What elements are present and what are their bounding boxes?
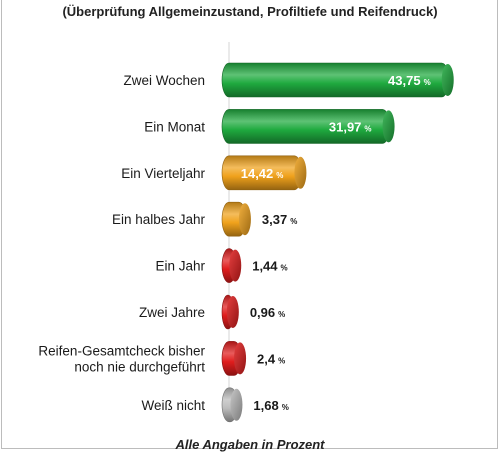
category-label: Ein Jahr [155, 259, 205, 274]
value-label: 1,68% [253, 398, 288, 413]
category-label: Ein halbes Jahr [112, 212, 206, 227]
category-label: Zwei Wochen [123, 73, 205, 88]
value-label: 43,75% [388, 73, 431, 88]
bar-cap [234, 342, 247, 375]
category-label: Zwei Jahre [139, 305, 205, 320]
value-label: 3,37% [262, 212, 297, 227]
value-label: 0,96% [250, 305, 285, 320]
chart-footnote: Alle Angaben in Prozent [175, 437, 325, 452]
value-label: 1,44% [252, 259, 287, 274]
value-label: 14,42% [241, 166, 284, 181]
bar-cap [230, 388, 243, 421]
value-label: 2,4% [257, 351, 285, 366]
category-label: Reifen-Gesamtcheck bisher noch nie durchg… [38, 343, 205, 374]
category-label: Ein Monat [144, 119, 205, 134]
bar-cap [226, 296, 239, 328]
bar-cap [382, 110, 395, 143]
bar-cap [294, 156, 307, 189]
bar-cap [441, 64, 454, 96]
category-label: Ein Vierteljahr [121, 166, 205, 181]
bar-cap [238, 203, 251, 236]
category-label: Weiß nicht [141, 398, 205, 413]
chart-subtitle: (Überprüfung Allgemeinzustand, Profiltie… [62, 4, 438, 19]
bar-cap [229, 249, 242, 282]
value-label: 31,97% [329, 119, 372, 134]
